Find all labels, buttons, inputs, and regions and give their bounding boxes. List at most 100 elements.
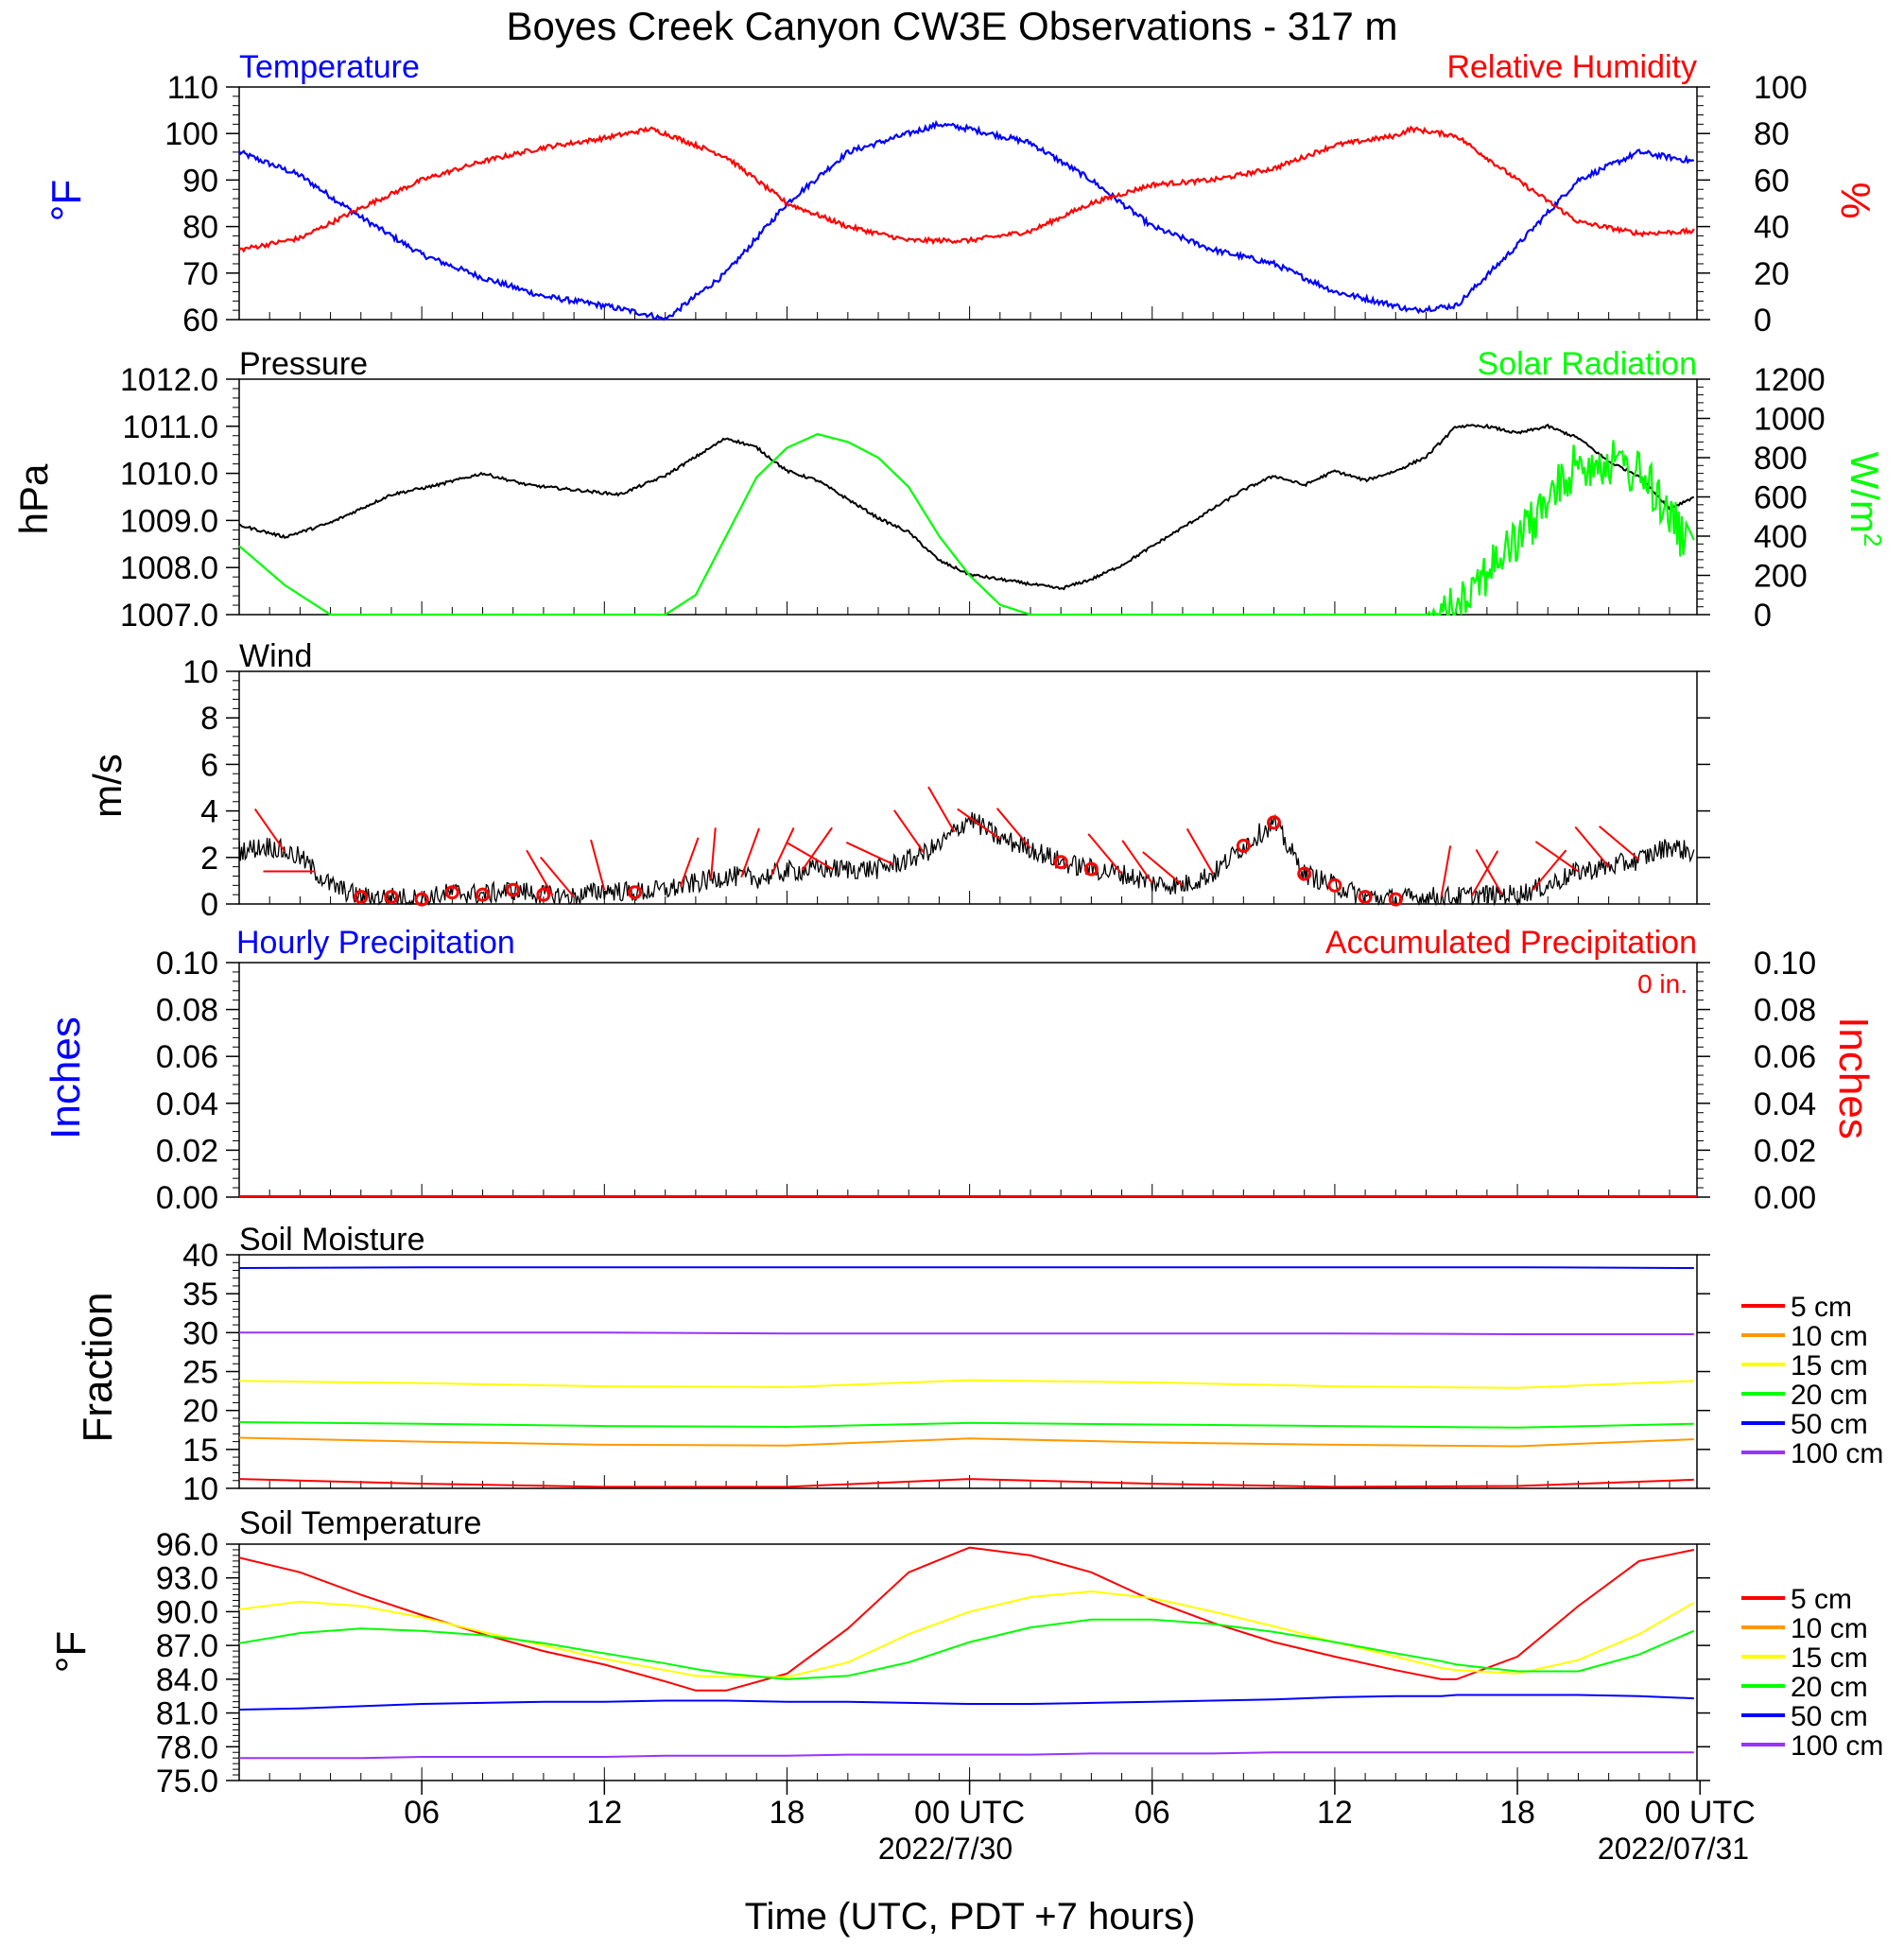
soil-moisture-ytick-label: 30: [182, 1315, 218, 1351]
soil-temp-ytick-label: 93.0: [156, 1561, 218, 1597]
wind-calm-marker: [414, 892, 429, 907]
wind-title: Wind: [239, 638, 312, 674]
wind-calm-marker: [1267, 815, 1282, 830]
temp-rh-ytick-label: 60: [182, 303, 218, 339]
wind-ytick-label: 0: [200, 887, 218, 923]
soil-moisture-legend-label: 10 cm: [1791, 1321, 1868, 1352]
soil-temp-ytick-label: 90.0: [156, 1594, 218, 1630]
solar-unit: W/m2: [1843, 452, 1887, 547]
wind-frame: [238, 670, 1698, 905]
wind-ytick-label: 2: [200, 841, 218, 877]
x-tick-label: 06: [404, 1795, 440, 1831]
temp-rh-ytick-label: 90: [182, 163, 218, 199]
precip-ytick-label: 0.04: [156, 1086, 218, 1122]
soil-temp-line-100-cm: [239, 1751, 1694, 1760]
wind-barb: [539, 856, 575, 898]
humidity-line: [238, 125, 1695, 253]
wind-ytick-label: 4: [200, 794, 218, 830]
wind-barb: [1470, 850, 1499, 896]
pressure-line: [238, 423, 1695, 591]
soil-moisture-legend-label: 15 cm: [1791, 1350, 1868, 1381]
wind-barb: [253, 808, 286, 853]
wind-barb: [1475, 849, 1503, 895]
x-tick-label: 06: [1134, 1795, 1170, 1831]
soil-moisture-frame: [238, 1254, 1698, 1489]
soil-temp-frame: [238, 1543, 1698, 1781]
wind-barb: [995, 808, 1031, 849]
soil-temp-legend-label: 100 cm: [1791, 1730, 1883, 1762]
wind-calm-marker: [384, 890, 399, 905]
soil-temp-legend-label: 5 cm: [1791, 1584, 1852, 1615]
precip-ytick-label: 0.06: [156, 1039, 218, 1075]
wind-barb: [526, 849, 554, 896]
soil-moisture-ytick-label: 40: [182, 1238, 218, 1274]
wind-barb: [787, 842, 834, 870]
wind-ytick-label: 8: [200, 701, 218, 737]
wind-ytick-label: 10: [182, 654, 218, 690]
temp-rh-ytick-label: 100: [164, 116, 218, 152]
wind-calm-marker: [1358, 890, 1373, 905]
soil-temp-title: Soil Temperature: [239, 1505, 481, 1541]
pressure-unit: hPa: [11, 463, 56, 534]
precip-ytick-label: 0.02: [156, 1133, 218, 1169]
soil-moisture-legend-label: 100 cm: [1791, 1438, 1883, 1469]
wind-ytick-label: 6: [200, 747, 218, 783]
wind-calm-marker: [444, 885, 459, 900]
chart-title: Boyes Creek Canyon CW3E Observations - 3…: [506, 4, 1397, 48]
soil-moisture-legend-label: 20 cm: [1791, 1380, 1868, 1411]
soil-moisture-line-5-cm: [238, 1478, 1694, 1488]
soil-moisture-legend-label: 5 cm: [1791, 1292, 1852, 1323]
wind-barb: [892, 809, 926, 854]
soil-temp-line-50-cm: [238, 1694, 1694, 1711]
wind-barb: [1440, 845, 1452, 897]
wind-calm-marker: [476, 887, 491, 902]
wind-barb: [679, 837, 700, 887]
precip-frame: [238, 962, 1698, 1198]
soil-moisture-legend-label: 50 cm: [1791, 1409, 1868, 1440]
soil-temp-line-5-cm: [238, 1546, 1695, 1692]
soil-temp-line-15-cm: [238, 1590, 1695, 1678]
x-tick-label: 00 UTC: [1645, 1795, 1756, 1831]
pressure-solar-rtick-label: 1200: [1754, 362, 1826, 398]
precip-rtick-label: 0.02: [1754, 1133, 1816, 1169]
wind-calm-marker: [354, 890, 369, 905]
temp-rh-ytick-label: 70: [182, 256, 218, 292]
x-tick-label: 18: [1499, 1795, 1535, 1831]
chart-marks: 110100908070601008060402001012.01011.010…: [120, 70, 1883, 1831]
x-tick-label: 12: [1317, 1795, 1353, 1831]
precip-left-unit: Inches: [43, 1016, 89, 1139]
pressure-solar-rtick-label: 200: [1754, 559, 1808, 595]
precip-rtick-label: 0.08: [1754, 993, 1816, 1029]
pressure-title: Pressure: [239, 346, 368, 382]
soil-moisture-ytick-label: 20: [182, 1394, 218, 1430]
pressure-solar-rtick-label: 1000: [1754, 402, 1826, 438]
wind-barb: [709, 827, 717, 880]
wind-barb: [1087, 833, 1123, 875]
x-tick-label: 12: [586, 1795, 622, 1831]
precip-ytick-label: 0.10: [156, 946, 218, 982]
soil-moisture-line-50-cm: [238, 1266, 1694, 1269]
wind-calm-marker: [536, 887, 551, 902]
temperature-line: [238, 119, 1695, 321]
solar-title: Solar Radiation: [1478, 346, 1697, 382]
soil-moisture-line-100-cm: [239, 1331, 1694, 1335]
wind-calm-marker: [1327, 877, 1342, 893]
pressure-solar-ytick-label: 1010.0: [120, 457, 218, 493]
pressure-solar-rtick-label: 0: [1754, 598, 1772, 634]
soil-temp-ytick-label: 87.0: [156, 1628, 218, 1664]
wind-calm-marker: [1053, 855, 1068, 870]
wind-barb: [927, 786, 956, 833]
hourly-precip-title: Hourly Precipitation: [236, 925, 515, 961]
wind-barb: [1186, 827, 1215, 875]
temp-rh-rtick-label: 80: [1754, 116, 1790, 152]
soil-moisture-title: Soil Moisture: [239, 1222, 425, 1258]
x-tick-label: 18: [770, 1795, 805, 1831]
temp-rh-frame: [238, 86, 1698, 321]
wind-barb: [1574, 825, 1610, 868]
solar-radiation-line: [238, 432, 1695, 617]
temp-rh-rtick-label: 40: [1754, 210, 1790, 246]
accum-precip-total: 0 in.: [1637, 969, 1688, 999]
soil-temp-legend-label: 50 cm: [1791, 1701, 1868, 1732]
soil-moisture-line-15-cm: [238, 1379, 1694, 1389]
